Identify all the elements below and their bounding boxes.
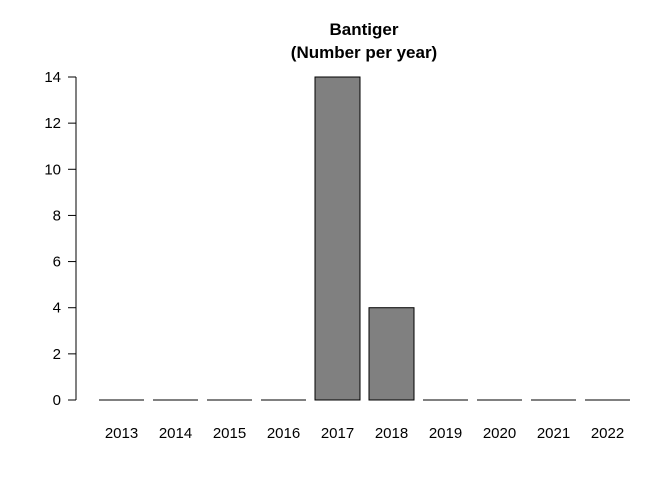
bar-2017 xyxy=(314,76,361,401)
chart-subtitle: (Number per year) xyxy=(291,43,437,62)
x-tick-label: 2021 xyxy=(537,425,570,442)
x-tick-label: 2022 xyxy=(591,425,624,442)
y-tick-label: 0 xyxy=(53,392,61,409)
y-tick-label: 10 xyxy=(44,161,61,178)
x-tick-label: 2020 xyxy=(483,425,516,442)
y-axis: 0 2 4 6 8 10 12 14 xyxy=(44,69,77,409)
bar-2018 xyxy=(368,307,415,401)
x-tick-label: 2013 xyxy=(105,425,138,442)
y-tick-label: 14 xyxy=(44,69,61,86)
y-tick-label: 12 xyxy=(44,115,61,132)
chart-title: Bantiger xyxy=(330,20,399,39)
y-tick-label: 4 xyxy=(53,300,61,317)
y-tick-label: 8 xyxy=(53,207,61,224)
x-tick-label: 2015 xyxy=(213,425,246,442)
x-tick-label: 2016 xyxy=(267,425,300,442)
x-tick-label: 2014 xyxy=(159,425,192,442)
y-tick-label: 2 xyxy=(53,346,61,363)
x-axis-labels: 2013 2014 2015 2016 2017 2018 2019 2020 2021 2022 xyxy=(105,425,624,442)
x-tick-label: 2018 xyxy=(375,425,408,442)
x-tick-label: 2017 xyxy=(321,425,354,442)
bars-group xyxy=(99,76,630,401)
y-tick-label: 6 xyxy=(53,254,61,271)
x-tick-label: 2019 xyxy=(429,425,462,442)
